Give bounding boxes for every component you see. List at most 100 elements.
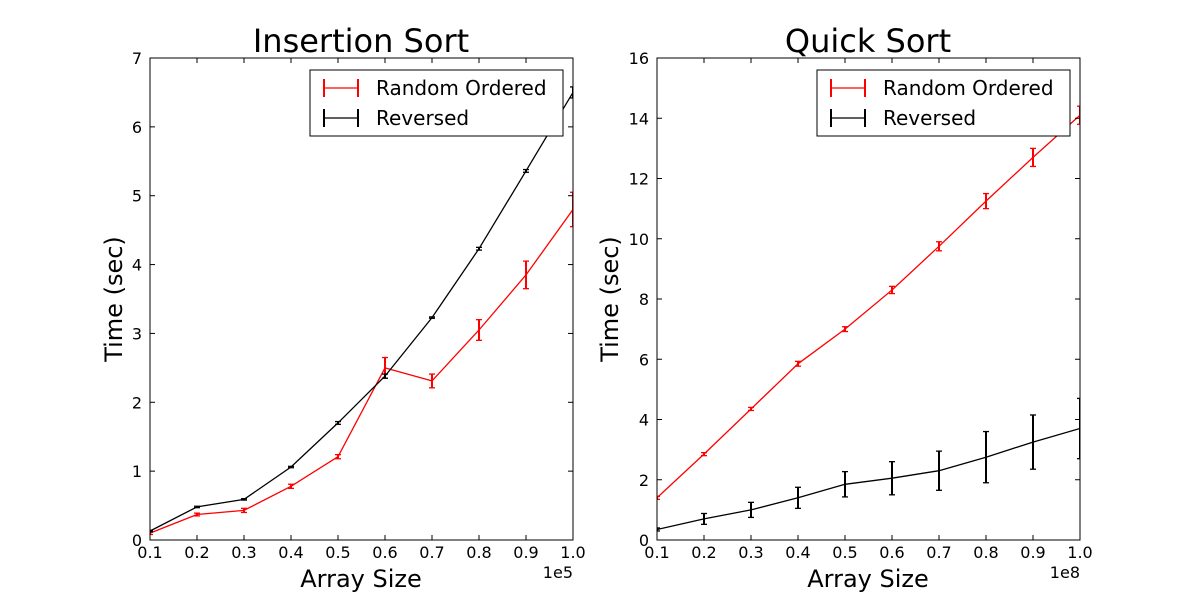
error-bar [570,191,573,228]
y-tick-label: 1 [132,462,142,481]
error-bar [748,406,754,412]
error-bar [429,373,435,389]
legend-item: Random Ordered [323,76,547,100]
error-bar [523,260,529,290]
legend-item: Reversed [830,106,976,130]
axes-frame [149,57,574,541]
error-bar [476,319,482,341]
series-line-0 [657,114,1080,499]
x-tick-label: 0.6 [879,543,904,562]
x-tick-label: 0.2 [184,543,209,562]
error-bar [748,501,754,519]
error-bar [241,498,247,501]
y-tick-label: 12 [629,170,649,189]
error-bar [476,246,482,251]
y-tick-label: 8 [639,290,649,309]
legend-label: Random Ordered [376,76,547,100]
legend: Random Ordered Reversed [816,69,1071,137]
error-bar [335,453,341,460]
x-tick-label: 0.3 [231,543,256,562]
error-bar [194,512,200,517]
error-bar [936,450,942,491]
y-tick-label: 10 [629,230,649,249]
y-axis-label: Time (sec) [596,236,624,363]
chart-title: Insertion Sort [253,22,469,60]
legend-box [309,69,564,137]
x-tick-label: 0.9 [513,543,538,562]
y-tick-label: 14 [629,109,649,128]
y-tick-label: 0 [132,531,142,550]
x-tick-label: 1.0 [1067,543,1092,562]
error-bar [1077,105,1080,125]
y-tick-label: 4 [639,411,649,430]
x-tick-label: 0.2 [691,543,716,562]
x-axis-offset-label: 1e5 [543,563,573,582]
error-bar [288,465,294,469]
x-tick-label: 0.8 [973,543,998,562]
series-line-1 [150,92,573,532]
x-tick-label: 1.0 [560,543,585,562]
legend-label: Reversed [883,106,976,130]
error-bar [842,470,848,498]
x-tick-label: 0.9 [1020,543,1045,562]
error-bar [936,241,942,252]
legend-box [816,69,1071,137]
x-axis-offset-label: 1e8 [1050,563,1080,582]
y-tick-label: 4 [132,256,142,275]
error-bar [657,527,660,532]
x-tick-label: 0.6 [372,543,397,562]
y-axis-label: Time (sec) [100,236,128,363]
legend-label: Random Ordered [883,76,1054,100]
plot-area [150,86,573,536]
x-tick-label: 0.8 [466,543,491,562]
error-bar [1077,397,1080,460]
legend: Random Ordered Reversed [309,69,564,137]
y-tick-label: 0 [639,531,649,550]
legend-item: Random Ordered [830,76,1054,100]
error-bar [983,192,989,210]
error-bar [889,285,895,295]
error-bar [701,512,707,525]
error-bar [523,168,529,173]
x-tick-label: 0.7 [419,543,444,562]
chart-insertion-sort: Insertion Sort Array Size Time (sec) 1e5… [100,22,586,593]
error-bar [842,326,848,333]
error-bar [288,483,294,490]
x-axis-label: Array Size [807,565,929,593]
y-tick-label: 5 [132,187,142,206]
error-bar [1030,414,1036,470]
y-tick-label: 16 [629,49,649,68]
plot-area [657,105,1080,532]
legend-label: Reversed [376,106,469,130]
legend-item: Reversed [323,106,469,130]
series-line-0 [150,209,573,534]
y-tick-label: 2 [639,471,649,490]
error-bar [1030,147,1036,168]
y-tick-label: 6 [132,118,142,137]
y-tick-label: 3 [132,324,142,343]
x-axis-label: Array Size [300,565,422,593]
x-tick-label: 0.4 [785,543,810,562]
error-bar [570,86,573,99]
chart-title: Quick Sort [785,22,951,60]
error-bar [657,495,660,500]
y-tick-label: 7 [132,49,142,68]
error-bar [335,420,341,425]
error-bar [795,486,801,510]
series-line-1 [657,427,1080,531]
error-bar [241,507,247,514]
x-tick-label: 0.4 [278,543,303,562]
error-bar [429,316,435,319]
y-tick-label: 6 [639,350,649,369]
chart-quick-sort: Quick Sort Array Size Time (sec) 1e8 0.1… [596,22,1093,593]
x-tick-label: 0.5 [832,543,857,562]
error-bar [194,505,200,509]
error-bar [983,430,989,484]
x-tick-label: 0.3 [738,543,763,562]
x-tick-label: 0.7 [926,543,951,562]
error-bar [701,451,707,457]
error-bar [382,373,388,379]
x-tick-label: 0.1 [137,543,162,562]
error-bar [889,461,895,496]
